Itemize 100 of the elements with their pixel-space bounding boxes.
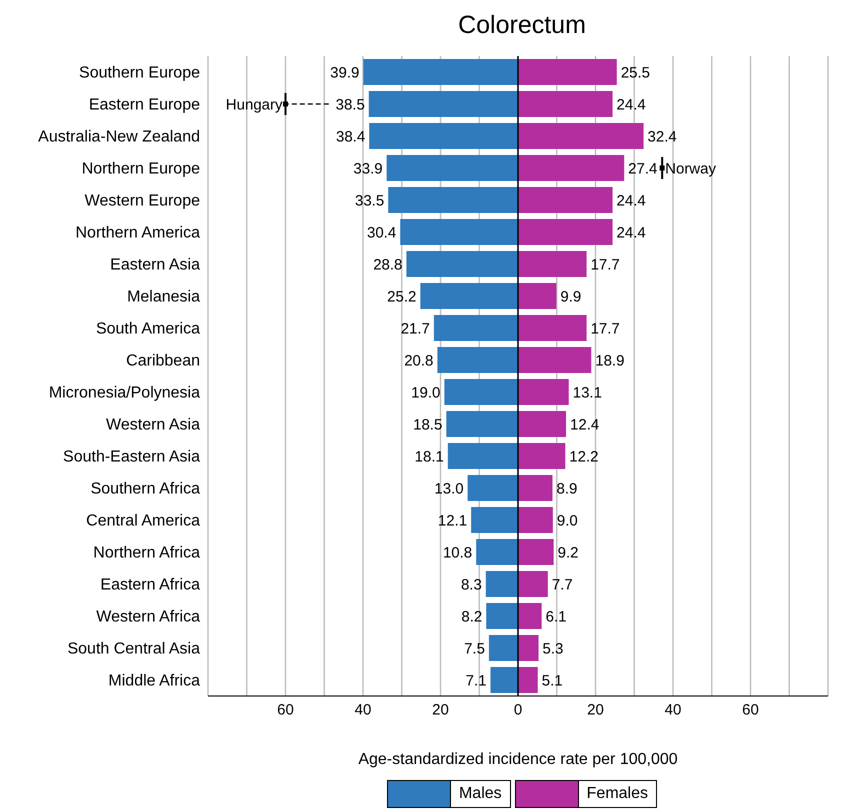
data-label: 7.1 <box>466 672 486 690</box>
bar <box>518 475 552 501</box>
bar <box>468 475 518 501</box>
data-label: 17.7 <box>590 256 620 274</box>
bar <box>368 91 518 117</box>
bar <box>518 667 538 693</box>
y-tick-label: Southern Africa <box>90 480 200 498</box>
y-tick-label: Eastern Europe <box>88 96 200 114</box>
y-tick-label: Melanesia <box>127 288 200 306</box>
bar <box>444 379 518 405</box>
bar <box>518 91 613 117</box>
data-label: 24.4 <box>616 192 646 210</box>
bar <box>363 59 518 85</box>
y-tick-label: South-Eastern Asia <box>63 448 200 466</box>
y-tick-label: Central America <box>86 512 200 530</box>
data-label: 30.4 <box>366 224 396 242</box>
bar <box>400 219 518 245</box>
data-label: 33.5 <box>354 192 384 210</box>
y-tick-label: Caribbean <box>126 352 200 370</box>
data-label: 9.9 <box>560 288 582 306</box>
data-label: 24.4 <box>616 96 646 114</box>
bar <box>518 539 554 565</box>
data-label: 27.4 <box>628 160 658 178</box>
data-label: 12.2 <box>569 448 598 466</box>
bar <box>518 635 539 661</box>
y-tick-label: South America <box>96 320 200 338</box>
bar <box>518 59 617 85</box>
bar <box>518 507 553 533</box>
data-label: 25.2 <box>387 288 416 306</box>
data-label: 10.8 <box>442 544 472 562</box>
bar <box>448 443 518 469</box>
data-label: 24.4 <box>616 224 646 242</box>
y-tick-label: Eastern Africa <box>100 576 200 594</box>
bar <box>476 539 518 565</box>
bar <box>518 443 566 469</box>
bar <box>386 155 518 181</box>
y-tick-label: Northern Africa <box>93 544 200 562</box>
data-label: 18.1 <box>414 448 444 466</box>
bar <box>518 187 613 213</box>
data-label: 28.8 <box>373 256 402 274</box>
bar <box>518 603 542 629</box>
bar <box>518 347 592 373</box>
bar <box>518 251 587 277</box>
x-tick-label: 40 <box>354 702 372 719</box>
bar <box>406 251 518 277</box>
bar <box>486 571 518 597</box>
bar <box>420 283 518 309</box>
y-tick-label: Australia-New Zealand <box>38 128 200 146</box>
legend-label: Norway <box>665 160 716 178</box>
x-tick-label: 60 <box>277 702 294 719</box>
data-label: 39.9 <box>330 64 360 82</box>
bar <box>488 635 518 661</box>
data-label: 8.3 <box>460 576 482 594</box>
data-label: 12.1 <box>438 512 468 530</box>
bar <box>437 347 518 373</box>
data-label: 17.7 <box>590 320 620 338</box>
data-label: 8.9 <box>556 480 578 498</box>
bar <box>518 123 644 149</box>
chart-title: Colorectum <box>457 10 587 41</box>
data-label: 38.5 <box>336 96 365 114</box>
bar <box>518 379 569 405</box>
data-label: 25.5 <box>620 64 650 82</box>
data-label: 21.7 <box>400 320 430 338</box>
y-tick-label: Western Asia <box>106 416 200 434</box>
bar <box>518 219 613 245</box>
bar <box>388 187 518 213</box>
bar <box>518 411 566 437</box>
data-label: 18.9 <box>595 352 624 370</box>
data-label: 7.7 <box>552 576 573 594</box>
data-label: 5.1 <box>542 672 563 690</box>
bar <box>490 667 518 693</box>
data-label: 19.0 <box>411 384 440 402</box>
x-tick-label: 20 <box>432 702 449 719</box>
data-label: 13.0 <box>434 480 464 498</box>
bar <box>518 155 624 181</box>
y-tick-label: South Central Asia <box>67 640 200 658</box>
x-tick-label: 20 <box>587 702 604 719</box>
bar <box>446 411 518 437</box>
data-label: 38.4 <box>336 128 366 146</box>
x-tick-label: 60 <box>742 702 759 719</box>
data-label: 7.5 <box>464 640 485 658</box>
series-label: Hungary <box>226 96 283 114</box>
bar <box>434 315 518 341</box>
x-tick-label: 0 <box>514 702 522 719</box>
data-label: 32.4 <box>648 128 677 146</box>
y-tick-label: Southern Europe <box>79 64 200 82</box>
data-label: 8.2 <box>461 608 482 626</box>
y-tick-label: Northern America <box>76 224 200 242</box>
legend-label: Females <box>586 785 650 803</box>
data-label: 9.0 <box>556 512 578 530</box>
x-axis-title: Age-standardized incidence rate per 100,000 <box>358 751 678 768</box>
bar <box>518 283 556 309</box>
data-label: 12.4 <box>570 416 600 434</box>
bar <box>369 123 518 149</box>
y-tick-label: Eastern Asia <box>110 256 200 274</box>
bar <box>518 571 548 597</box>
y-tick-label: Micronesia/Polynesia <box>48 384 200 402</box>
data-label: 18.5 <box>413 416 442 434</box>
data-label: 6.1 <box>546 608 566 626</box>
data-label: 9.2 <box>558 544 579 562</box>
